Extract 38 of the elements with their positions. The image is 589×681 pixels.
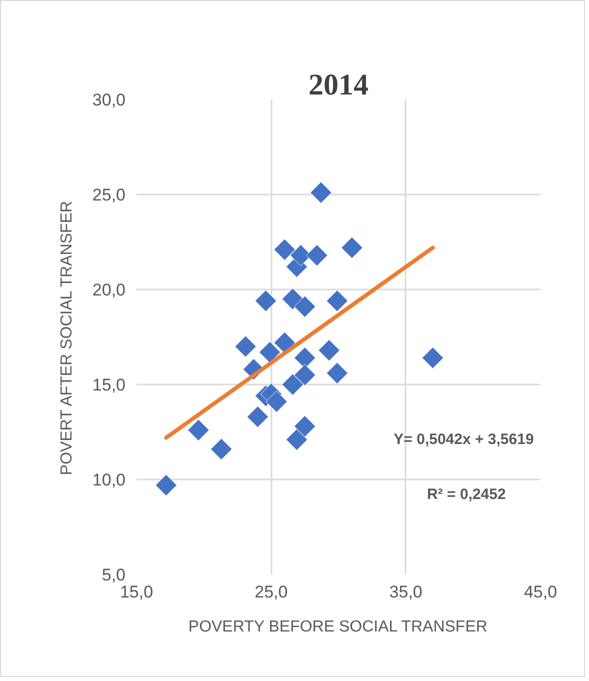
point <box>254 290 277 312</box>
x-tick-label: 25,0 <box>254 582 288 602</box>
point <box>294 415 316 438</box>
point <box>326 362 348 384</box>
point <box>155 474 177 496</box>
point <box>274 332 296 354</box>
point <box>286 428 308 450</box>
point <box>234 336 256 358</box>
annotation: R² = 0,2452 <box>427 486 506 504</box>
y-axis-title: POVERT AFTER SOCIAL TRANSFER <box>58 200 76 476</box>
x-tick-label: 15,0 <box>120 582 154 602</box>
point <box>188 419 210 441</box>
point <box>294 364 316 386</box>
x-tick-label: 45,0 <box>524 582 558 602</box>
y-tick-label: 15,0 <box>92 376 126 394</box>
y-tick-label: 30,0 <box>92 90 126 110</box>
y-tick-label: 10,0 <box>92 470 126 490</box>
point <box>422 347 444 369</box>
point <box>341 236 363 259</box>
point <box>258 341 281 364</box>
point <box>282 374 304 396</box>
point <box>266 390 288 412</box>
point <box>246 406 269 428</box>
x-axis-title: POVERTY BEFORE SOCIAL TRANSFER <box>188 618 488 636</box>
point <box>294 296 316 318</box>
y-tick-label: 25,0 <box>92 186 126 204</box>
y-tick-label: 5,0 <box>102 566 126 584</box>
point <box>310 182 332 204</box>
point <box>210 438 232 460</box>
chart-title: 2014 <box>308 68 368 102</box>
point <box>318 339 340 362</box>
point <box>326 290 348 312</box>
x-tick-label: 35,0 <box>389 582 422 602</box>
y-tick-label: 20,0 <box>92 280 126 300</box>
annotation: Y= 0,5042x + 3,5619 <box>394 431 534 448</box>
point <box>306 244 328 266</box>
point <box>282 288 304 310</box>
point <box>274 238 296 260</box>
